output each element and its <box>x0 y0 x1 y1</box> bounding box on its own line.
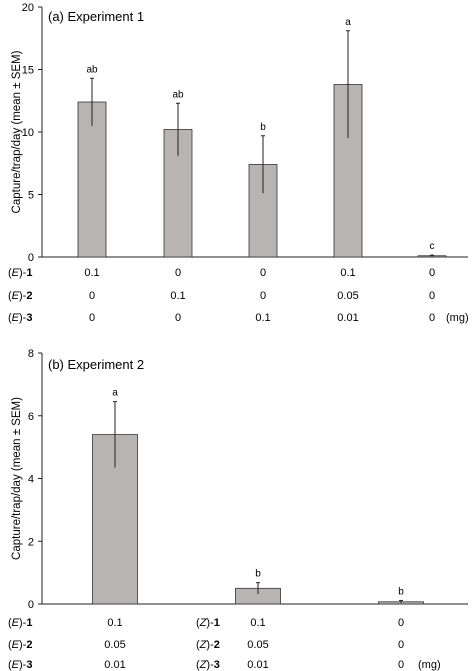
y-tick-label: 2 <box>28 536 34 548</box>
treatment-dose-value: 0 <box>429 290 435 302</box>
chart-title: (a) Experiment 1 <box>48 9 144 24</box>
treatment-row-label: (E)-2 <box>8 290 32 302</box>
treatment-dose-value: 0 <box>175 312 181 324</box>
significance-label: c <box>430 241 435 252</box>
treatment-dose-value: 0 <box>398 639 404 651</box>
treatment-dose-value: 0 <box>175 267 181 279</box>
significance-label: ab <box>172 89 184 100</box>
unit-label: (mg) <box>446 312 469 324</box>
treatment-dose-value: 0.1 <box>255 312 270 324</box>
treatment-dose-value: 0.05 <box>247 639 268 651</box>
y-tick-label: 0 <box>28 252 34 264</box>
treatment-row-label: (E)-3 <box>8 659 32 671</box>
treatment-dose-value: 0.1 <box>84 267 99 279</box>
y-axis-label: Capture/trap/day (mean ± SEM) <box>11 397 23 560</box>
significance-label: a <box>345 17 351 28</box>
treatment-dose-value: 0 <box>260 290 266 302</box>
treatment-dose-value: 0 <box>260 267 266 279</box>
treatment-dose-value: 0.01 <box>247 659 268 671</box>
treatment-dose-value: 0.05 <box>337 290 358 302</box>
y-tick-label: 10 <box>22 127 34 139</box>
treatment-dose-value: 0.1 <box>170 290 185 302</box>
treatment-row-label: (E)-3 <box>8 312 32 324</box>
chart-title: (b) Experiment 2 <box>48 357 144 372</box>
treatment-dose-value: 0.01 <box>337 312 358 324</box>
treatment-row-label: (E)-1 <box>8 617 32 629</box>
treatment-row-label: (Z)-3 <box>196 659 220 671</box>
significance-label: b <box>260 122 266 133</box>
significance-label: b <box>398 587 404 598</box>
y-tick-label: 6 <box>28 411 34 423</box>
treatment-dose-value: 0.1 <box>340 267 355 279</box>
y-tick-label: 0 <box>28 599 34 611</box>
y-tick-label: 4 <box>28 474 34 486</box>
significance-label: a <box>112 388 118 399</box>
treatment-dose-value: 0 <box>429 312 435 324</box>
unit-label: (mg) <box>418 659 441 671</box>
treatment-row-label: (Z)-2 <box>196 639 220 651</box>
treatment-row-label: (E)-1 <box>8 267 32 279</box>
treatment-dose-value: 0.1 <box>107 617 122 629</box>
treatment-row-label: (E)-2 <box>8 639 32 651</box>
y-tick-label: 5 <box>28 190 34 202</box>
treatment-dose-value: 0.05 <box>104 639 125 651</box>
treatment-dose-value: 0.01 <box>104 659 125 671</box>
treatment-dose-value: 0 <box>398 659 404 671</box>
y-tick-label: 20 <box>22 2 34 14</box>
treatment-dose-value: 0 <box>429 267 435 279</box>
y-tick-label: 15 <box>22 65 34 77</box>
treatment-dose-value: 0 <box>89 312 95 324</box>
treatment-dose-value: 0.1 <box>250 617 265 629</box>
bar <box>77 101 107 258</box>
significance-label: b <box>255 569 261 580</box>
y-tick-label: 8 <box>28 348 34 360</box>
treatment-dose-value: 0 <box>89 290 95 302</box>
treatment-dose-value: 0 <box>398 617 404 629</box>
significance-label: ab <box>86 64 98 75</box>
treatment-row-label: (Z)-1 <box>196 617 220 629</box>
y-axis-label: Capture/trap/day (mean ± SEM) <box>11 50 23 213</box>
